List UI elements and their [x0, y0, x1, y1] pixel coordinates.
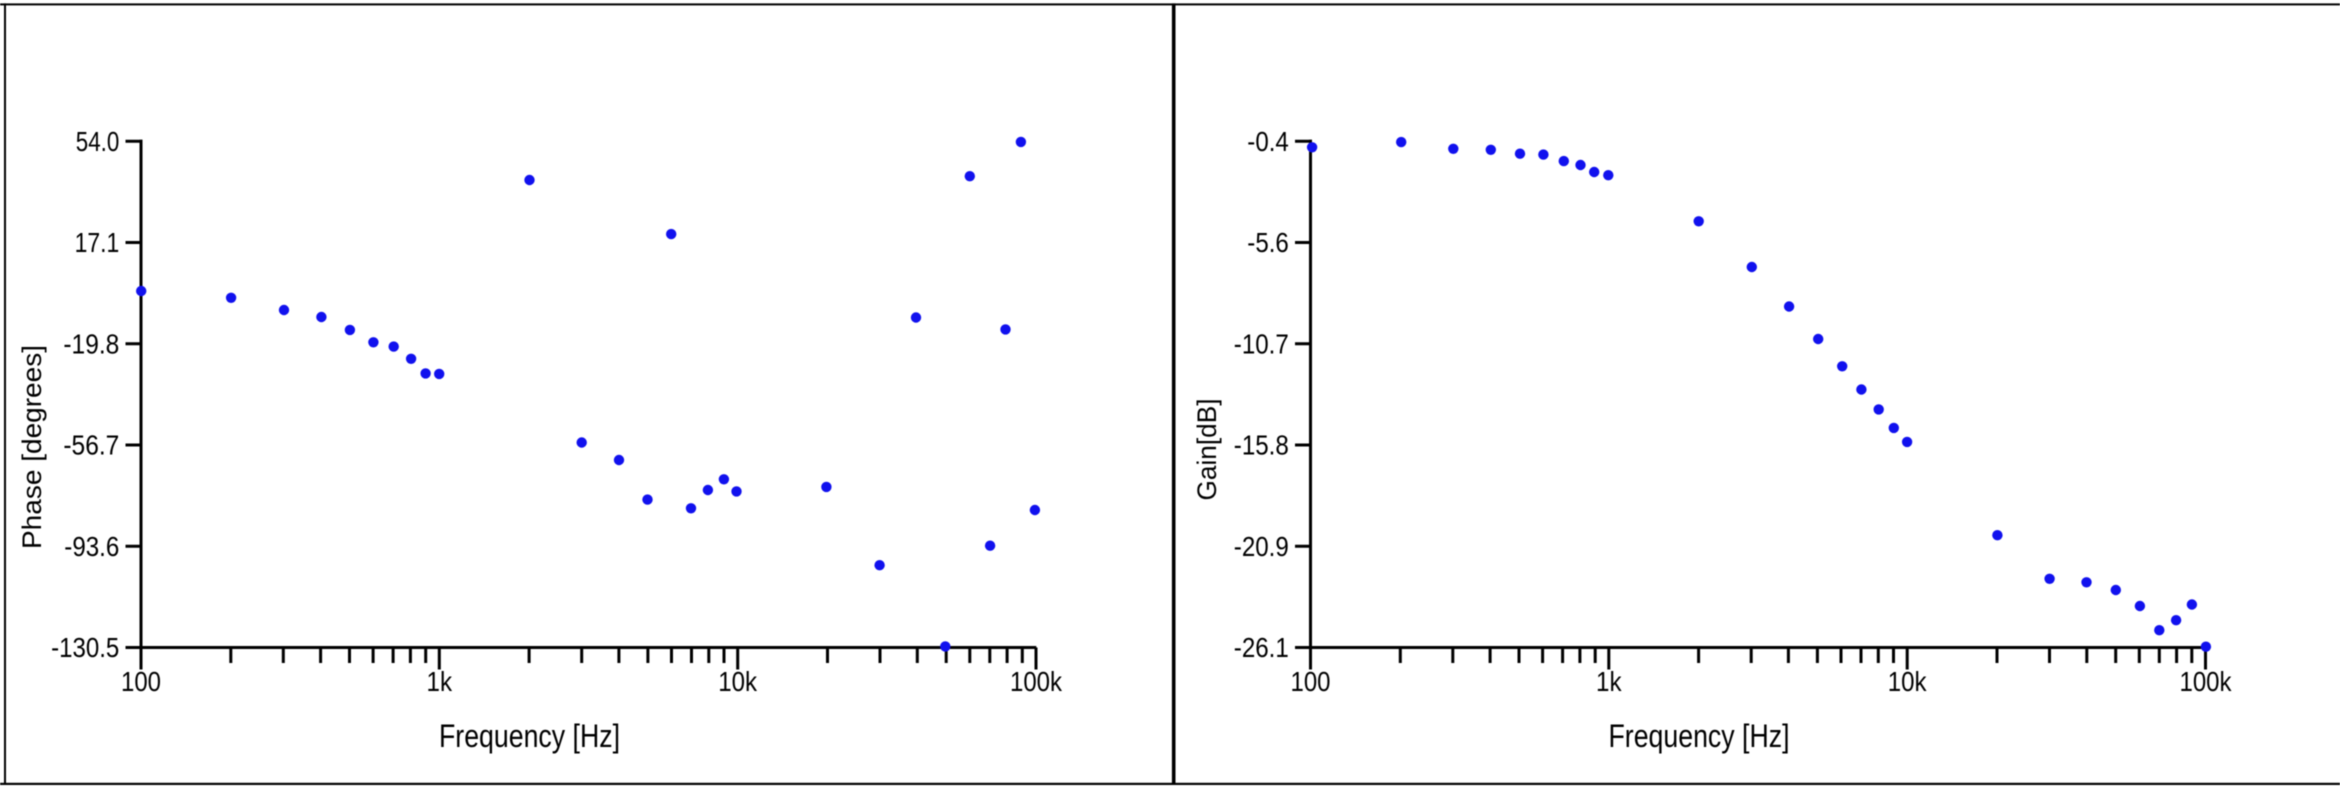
- svg-text:54.0: 54.0: [76, 126, 120, 157]
- svg-text:100: 100: [1291, 666, 1331, 697]
- svg-text:Frequency [Hz]: Frequency [Hz]: [439, 718, 620, 754]
- svg-text:Phase [degrees]: Phase [degrees]: [17, 345, 47, 549]
- svg-text:-0.4: -0.4: [1247, 126, 1289, 157]
- svg-text:10k: 10k: [718, 666, 758, 697]
- svg-text:1k: 1k: [427, 666, 453, 697]
- svg-text:-56.7: -56.7: [63, 430, 119, 461]
- svg-text:-26.1: -26.1: [1234, 632, 1289, 663]
- svg-text:17.1: 17.1: [75, 227, 120, 258]
- svg-text:100k: 100k: [2180, 666, 2233, 697]
- svg-text:-130.5: -130.5: [51, 632, 119, 663]
- svg-text:Gain[dB]: Gain[dB]: [1192, 399, 1222, 501]
- svg-text:-10.7: -10.7: [1234, 329, 1289, 360]
- svg-text:-19.8: -19.8: [63, 329, 119, 360]
- svg-text:-15.8: -15.8: [1234, 430, 1289, 461]
- svg-text:100: 100: [121, 666, 161, 697]
- svg-text:-5.6: -5.6: [1247, 227, 1289, 258]
- svg-text:10k: 10k: [1888, 666, 1928, 697]
- svg-text:1k: 1k: [1596, 666, 1622, 697]
- svg-text:Frequency [Hz]: Frequency [Hz]: [1609, 718, 1790, 754]
- svg-text:-93.6: -93.6: [64, 531, 119, 562]
- svg-text:-20.9: -20.9: [1234, 531, 1289, 562]
- svg-text:100k: 100k: [1010, 666, 1063, 697]
